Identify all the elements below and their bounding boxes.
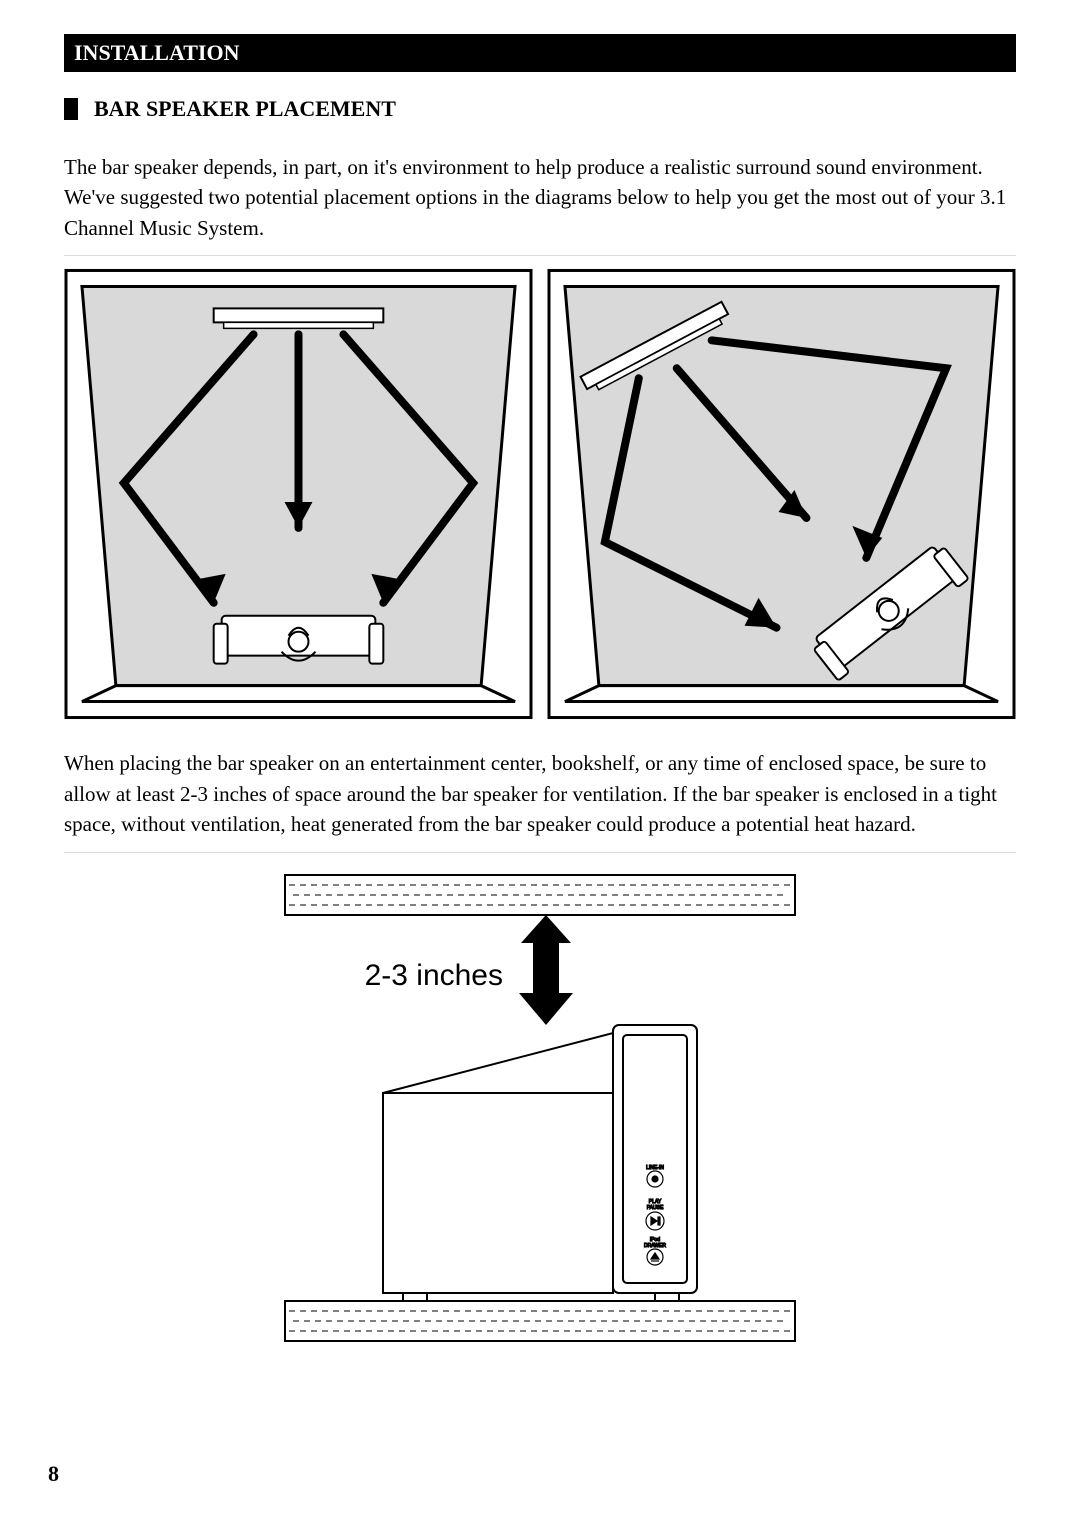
section-title-row: BAR SPEAKER PLACEMENT [64,96,1016,122]
header-bar: INSTALLATION [64,34,1016,72]
room-diagram-row [64,268,1016,720]
divider-2 [64,852,1016,853]
room-diagram-centered [64,268,533,720]
section-marker [64,98,78,120]
clearance-diagram: 2-3 inches LINE-IN PLAY PAUSE [253,865,827,1359]
speaker-side-view: LINE-IN PLAY PAUSE iPod DRAWER [383,1025,697,1301]
room-diagram-corner [547,268,1016,720]
clearance-label: 2-3 inches [365,959,503,992]
header-title: INSTALLATION [74,40,239,65]
down-arrow-icon [519,915,573,1025]
divider-1 [64,255,1016,256]
intro-paragraph: The bar speaker depends, in part, on it'… [64,152,1016,243]
ventilation-paragraph: When placing the bar speaker on an enter… [64,748,1016,839]
ipod-label-2: DRAWER [644,1243,666,1249]
page-number: 8 [48,1461,59,1487]
play-pause-label-2: PAUSE [647,1205,664,1211]
section-title: BAR SPEAKER PLACEMENT [94,96,396,122]
line-in-label: LINE-IN [646,1165,664,1171]
page-body: INSTALLATION BAR SPEAKER PLACEMENT The b… [0,0,1080,1409]
